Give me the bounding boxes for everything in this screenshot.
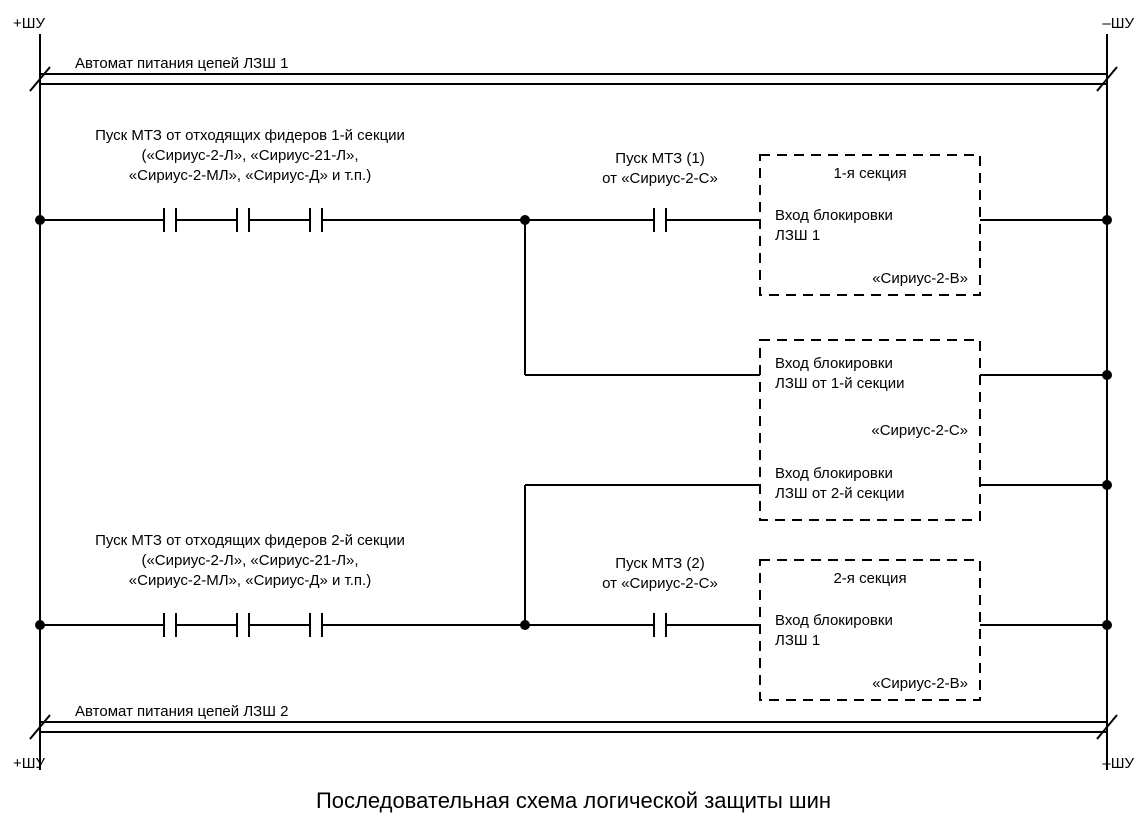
label-box2-l2: ЛЗШ 1 [775, 632, 820, 649]
label-box2-l1: Вход блокировки [775, 612, 893, 629]
label-boxC-1b: ЛЗШ от 1-й секции [775, 375, 905, 392]
label-box1-l2: ЛЗШ 1 [775, 227, 820, 244]
label-pusk2-2: от «Сириус-2-С» [602, 575, 718, 592]
label-mtz2-2: («Сириус-2-Л», «Сириус-21-Л», [141, 552, 358, 569]
label-minus-shu-bot: –ШУ [1102, 755, 1134, 772]
label-plus-shu-bot: +ШУ [13, 755, 46, 772]
label-pusk2-1: Пуск МТЗ (2) [615, 555, 704, 572]
caption: Последовательная схема логической защиты… [316, 788, 831, 813]
label-pusk1-2: от «Сириус-2-С» [602, 170, 718, 187]
label-box2-title: 2-я секция [833, 570, 906, 587]
label-breaker-top: Автомат питания цепей ЛЗШ 1 [75, 55, 289, 72]
label-boxC-2a: Вход блокировки [775, 465, 893, 482]
label-mtz2-1: Пуск МТЗ от отходящих фидеров 2-й секции [95, 532, 405, 549]
label-box1-dev: «Сириус-2-В» [872, 270, 968, 287]
label-box1-title: 1-я секция [833, 165, 906, 182]
label-boxC-2b: ЛЗШ от 2-й секции [775, 485, 905, 502]
label-mtz1-1: Пуск МТЗ от отходящих фидеров 1-й секции [95, 127, 405, 144]
label-pusk1-1: Пуск МТЗ (1) [615, 150, 704, 167]
label-minus-shu-top: –ШУ [1102, 15, 1134, 32]
label-boxC-1a: Вход блокировки [775, 355, 893, 372]
label-plus-shu-top: +ШУ [13, 15, 46, 32]
label-boxC-dev: «Сириус-2-С» [871, 422, 968, 439]
label-box2-dev: «Сириус-2-В» [872, 675, 968, 692]
label-mtz1-2: («Сириус-2-Л», «Сириус-21-Л», [141, 147, 358, 164]
label-mtz1-3: «Сириус-2-МЛ», «Сириус-Д» и т.п.) [129, 167, 371, 184]
label-box1-l1: Вход блокировки [775, 207, 893, 224]
label-mtz2-3: «Сириус-2-МЛ», «Сириус-Д» и т.п.) [129, 572, 371, 589]
label-breaker-bottom: Автомат питания цепей ЛЗШ 2 [75, 703, 289, 720]
